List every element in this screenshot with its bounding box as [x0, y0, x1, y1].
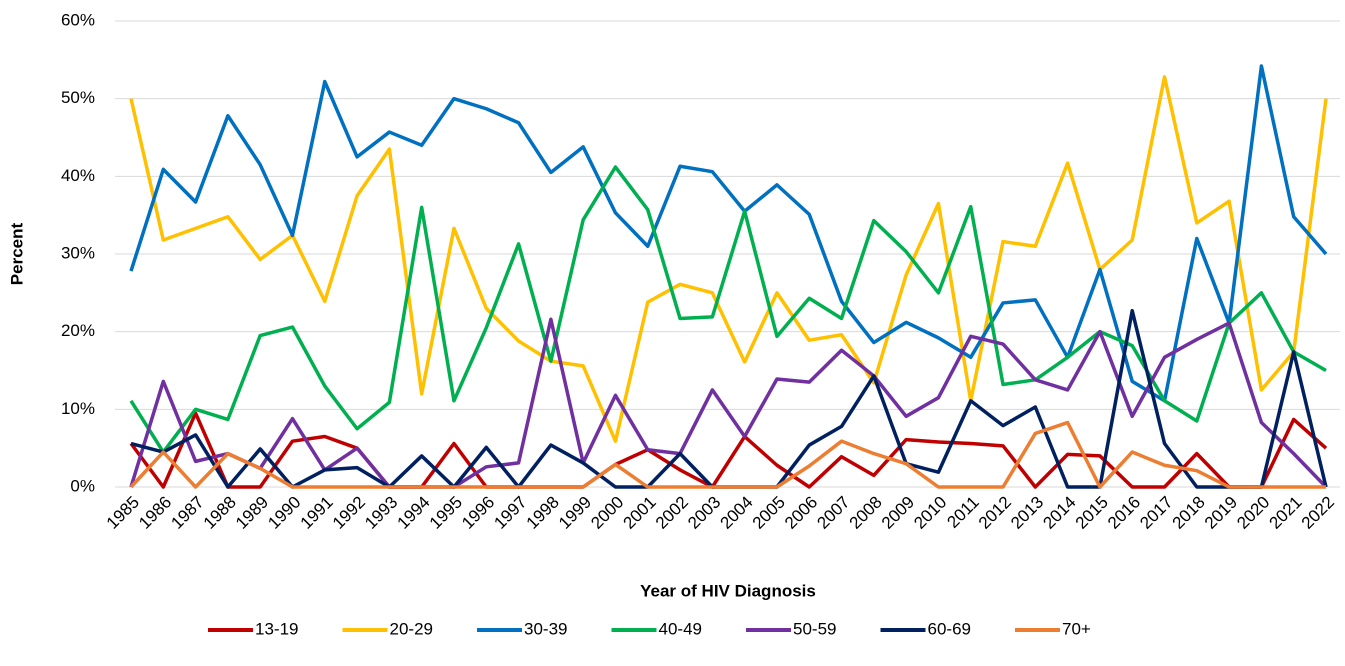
x-tick-label: 2005	[749, 493, 789, 533]
legend-label: 13-19	[255, 619, 298, 638]
x-tick-label: 1996	[458, 493, 498, 533]
x-tick-label: 2019	[1201, 493, 1241, 533]
x-tick-label: 2012	[975, 493, 1015, 533]
legend-label: 40-49	[659, 619, 702, 638]
x-tick-label: 1989	[232, 493, 272, 533]
y-tick-label: 40%	[61, 166, 95, 185]
x-tick-label: 2009	[878, 493, 918, 533]
x-tick-label: 2018	[1169, 493, 1209, 533]
x-tick-label: 2003	[684, 493, 724, 533]
series-line	[129, 75, 1328, 443]
series-line	[129, 64, 1328, 403]
x-tick-label: 2007	[813, 493, 853, 533]
x-tick-label: 2006	[781, 493, 821, 533]
legend-label: 20-29	[390, 619, 433, 638]
x-tick-label: 2011	[943, 493, 982, 532]
series-line	[129, 411, 1328, 489]
x-tick-label: 2014	[1039, 493, 1079, 533]
legend-label: 50-59	[793, 619, 836, 638]
x-tick-label: 1992	[329, 493, 369, 533]
x-tick-label: 2002	[652, 493, 692, 533]
x-tick-label: 2022	[1298, 493, 1338, 533]
series-line	[129, 420, 1326, 489]
x-tick-label: 1987	[167, 493, 207, 533]
x-tick-label: 1998	[523, 493, 563, 533]
legend-label: 70+	[1062, 619, 1091, 638]
y-tick-label: 10%	[61, 399, 95, 418]
x-tick-label: 2021	[1266, 493, 1306, 533]
x-tick-label: 2010	[910, 493, 950, 533]
x-tick-label: 2015	[1072, 493, 1112, 533]
legend-label: 30-39	[524, 619, 567, 638]
x-tick-label: 2020	[1233, 493, 1273, 533]
x-tick-label: 2004	[716, 493, 756, 533]
x-axis-title: Year of HIV Diagnosis	[640, 581, 816, 600]
x-tick-label: 1993	[361, 493, 401, 533]
x-tick-label: 1995	[426, 493, 466, 533]
x-tick-label: 1986	[135, 493, 175, 533]
y-tick-label: 30%	[61, 243, 95, 262]
x-tick-label: 1994	[393, 493, 433, 533]
y-tick-label: 60%	[61, 10, 95, 29]
x-tick-label: 1997	[490, 493, 530, 533]
x-tick-label: 2013	[1007, 493, 1047, 533]
y-tick-label: 20%	[61, 321, 95, 340]
x-tick-label: 2001	[620, 493, 660, 533]
x-tick-label: 1990	[264, 493, 304, 533]
y-tick-label: 50%	[61, 88, 95, 107]
x-tick-label: 2000	[587, 493, 627, 533]
x-tick-label: 2017	[1136, 493, 1176, 533]
x-tick-label: 1985	[103, 493, 143, 533]
x-tick-label: 1999	[555, 493, 595, 533]
x-tick-label: 1988	[200, 493, 240, 533]
x-tick-label: 2008	[846, 493, 886, 533]
y-tick-label: 0%	[70, 476, 95, 495]
series-line	[129, 317, 1328, 489]
legend-label: 60-69	[928, 619, 971, 638]
x-tick-label: 1991	[297, 493, 337, 533]
y-axis-title: Percent	[7, 222, 26, 285]
x-tick-label: 2016	[1104, 493, 1144, 533]
